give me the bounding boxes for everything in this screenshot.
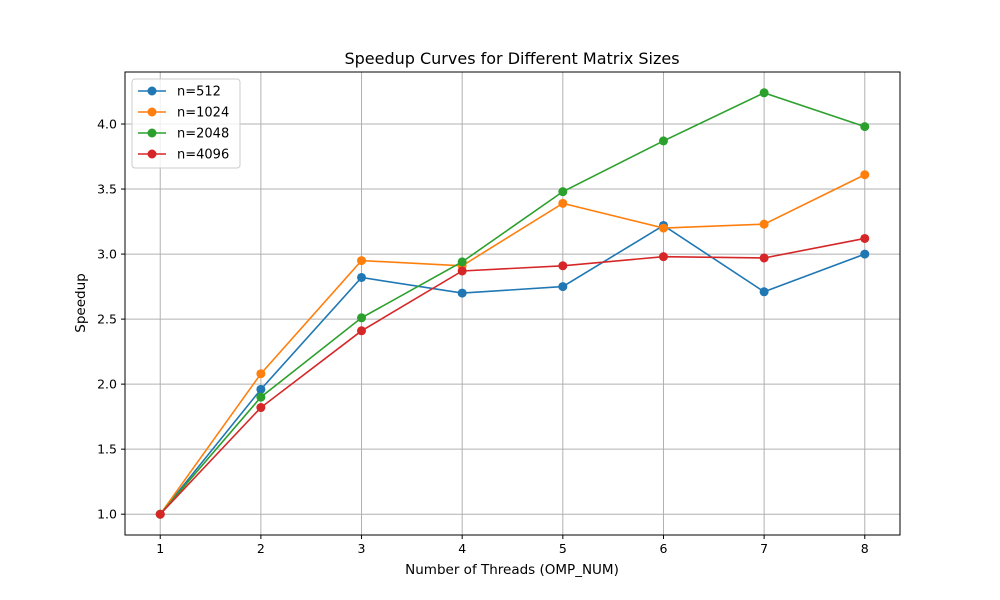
legend-label: n=4096 <box>177 148 229 163</box>
data-point <box>759 219 769 229</box>
data-point <box>860 233 870 243</box>
series-n=4096 <box>155 233 870 519</box>
data-point <box>357 272 367 282</box>
data-point <box>457 257 467 267</box>
series-line <box>159 174 866 515</box>
chart-title: Speedup Curves for Different Matrix Size… <box>344 49 679 68</box>
data-point <box>256 384 266 394</box>
legend-box <box>131 78 241 169</box>
y-tick-label: 4.0 <box>97 117 117 132</box>
y-tick-label: 1.5 <box>97 442 117 457</box>
data-point <box>155 509 165 519</box>
legend: n=512 n=1024 n=2048 n=4096 <box>131 78 241 169</box>
legend-marker <box>147 107 157 117</box>
legend-label: n=512 <box>177 85 221 100</box>
legend-label: n=2048 <box>177 127 229 142</box>
x-tick-label: 1 <box>156 541 164 556</box>
x-tick-label: 2 <box>257 541 265 556</box>
x-tick-label: 5 <box>559 541 567 556</box>
series-n=2048 <box>155 88 870 519</box>
data-point <box>658 223 668 233</box>
y-tick-label: 2.5 <box>97 312 117 327</box>
data-point <box>759 287 769 297</box>
x-axis-label: Number of Threads (OMP_NUM) <box>405 562 619 578</box>
data-point <box>860 122 870 132</box>
y-tick-label: 3.0 <box>97 247 117 262</box>
grid-lines <box>125 72 900 535</box>
data-point <box>658 252 668 262</box>
axis-ticks: 1 2 3 4 5 6 7 8 1.0 1.5 2.0 2.5 3.0 3.5 4.0 <box>97 117 869 556</box>
x-tick-label: 6 <box>659 541 667 556</box>
data-point <box>558 261 568 271</box>
data-point <box>860 170 870 180</box>
y-tick-label: 2.0 <box>97 377 117 392</box>
legend-marker <box>147 149 157 159</box>
data-point <box>558 187 568 197</box>
data-point <box>457 266 467 276</box>
x-tick-label: 4 <box>458 541 466 556</box>
data-point <box>357 256 367 266</box>
series-line <box>159 91 866 515</box>
x-tick-label: 3 <box>358 541 366 556</box>
data-point <box>759 253 769 263</box>
series-line <box>159 237 865 515</box>
y-tick-label: 1.0 <box>97 507 117 522</box>
legend-label: n=1024 <box>177 106 229 121</box>
y-tick-label: 3.5 <box>97 182 117 197</box>
data-point <box>658 136 668 146</box>
x-tick-label: 7 <box>760 541 768 556</box>
data-point <box>256 369 266 379</box>
data-point <box>256 403 266 413</box>
series-n=1024 <box>155 170 870 519</box>
data-point <box>558 282 568 292</box>
data-point <box>256 392 266 402</box>
data-point <box>759 88 769 98</box>
data-point <box>558 198 568 208</box>
x-tick-label: 8 <box>861 541 869 556</box>
series-layer <box>155 88 870 519</box>
data-point <box>457 288 467 298</box>
y-axis-label: Speedup <box>73 273 89 332</box>
data-point <box>860 249 870 259</box>
legend-marker <box>147 86 157 96</box>
series-line <box>159 224 866 515</box>
plot-frame <box>124 71 901 536</box>
data-point <box>357 326 367 336</box>
data-point <box>357 313 367 323</box>
legend-marker <box>147 128 157 138</box>
